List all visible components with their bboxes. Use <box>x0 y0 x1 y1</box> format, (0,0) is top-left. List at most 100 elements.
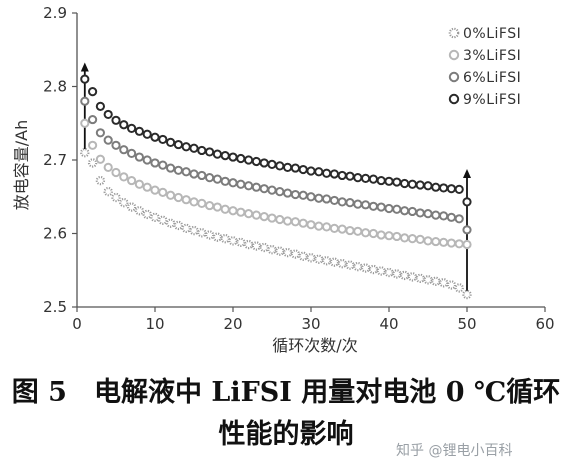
data-point <box>462 289 472 300</box>
data-point <box>376 230 386 240</box>
data-point <box>205 173 215 183</box>
data-point <box>158 160 168 170</box>
data-point <box>376 202 386 212</box>
y-tick-label: 2.6 <box>43 225 67 243</box>
data-point <box>298 218 308 228</box>
data-point <box>189 169 199 179</box>
data-point <box>150 185 160 195</box>
data-point <box>290 249 301 259</box>
data-point <box>353 199 363 209</box>
data-point <box>166 190 176 200</box>
x-tick-label: 30 <box>301 315 320 333</box>
data-point <box>251 210 261 220</box>
data-point <box>454 214 464 224</box>
data-point <box>119 172 129 182</box>
figure-caption: 图 5 电解液中 LiFSI 用量对电池 0 ℃循环 性能的影响 <box>0 372 572 456</box>
data-point <box>95 101 106 111</box>
data-point <box>212 232 223 242</box>
data-point <box>236 153 246 164</box>
data-point <box>275 187 285 197</box>
data-point <box>181 195 191 205</box>
data-point <box>283 188 293 198</box>
data-point <box>103 162 113 172</box>
data-point <box>150 158 160 168</box>
data-point <box>212 202 222 212</box>
data-point <box>384 203 394 214</box>
x-tick-label: 40 <box>379 315 398 333</box>
series-0%LiFSI <box>80 147 472 300</box>
arrow-cycle50-head <box>463 169 471 179</box>
data-point <box>337 258 347 269</box>
data-point <box>220 176 230 186</box>
data-point <box>376 175 386 186</box>
data-point <box>415 234 425 244</box>
data-point <box>368 201 378 211</box>
data-point <box>111 192 121 203</box>
data-point <box>134 206 145 216</box>
series-9%LiFSI <box>80 74 472 207</box>
data-point <box>407 234 417 244</box>
data-point <box>134 152 144 162</box>
data-point <box>80 147 90 158</box>
data-point <box>103 186 113 197</box>
data-point <box>228 236 238 246</box>
data-point <box>181 167 191 177</box>
data-point <box>423 181 433 191</box>
data-point <box>275 246 285 256</box>
data-point <box>353 226 363 236</box>
data-point <box>454 184 464 194</box>
data-point <box>337 224 347 234</box>
data-point <box>103 109 113 120</box>
y-tick-label: 2.9 <box>43 4 67 22</box>
data-point <box>95 175 106 186</box>
data-point <box>314 221 324 231</box>
data-point <box>88 114 98 125</box>
data-point <box>80 74 90 84</box>
data-point <box>259 211 269 222</box>
data-point <box>306 220 316 230</box>
data-point <box>111 167 121 178</box>
data-point <box>298 190 308 200</box>
data-point <box>415 208 425 218</box>
data-point <box>353 261 363 272</box>
data-point <box>306 192 316 202</box>
data-point <box>197 228 207 238</box>
data-point <box>439 183 449 193</box>
data-point <box>173 220 184 231</box>
data-point <box>329 195 339 206</box>
data-point <box>220 204 230 214</box>
data-point <box>267 159 277 170</box>
data-point <box>283 162 293 172</box>
data-point <box>431 210 441 220</box>
data-point <box>80 96 90 106</box>
data-point <box>384 267 394 278</box>
data-point <box>111 115 121 125</box>
data-point <box>438 278 449 288</box>
data-point <box>345 260 355 270</box>
data-point <box>267 213 277 223</box>
legend-label: 6%LiFSI <box>463 70 521 86</box>
data-point <box>88 87 98 97</box>
data-point <box>80 118 90 128</box>
data-point <box>306 166 316 176</box>
data-point <box>126 202 137 212</box>
data-point <box>119 120 129 130</box>
legend-marker <box>448 93 460 105</box>
data-point <box>392 269 402 279</box>
data-point <box>189 197 199 207</box>
data-point <box>361 228 371 238</box>
data-point <box>345 198 355 208</box>
x-axis-label: 循环次数/次 <box>272 336 357 355</box>
data-point <box>283 216 293 226</box>
data-point <box>337 197 347 207</box>
data-point <box>337 170 347 181</box>
data-point <box>423 275 433 285</box>
data-point <box>431 236 441 247</box>
data-point <box>228 152 238 162</box>
data-point <box>321 255 332 266</box>
data-point <box>446 280 457 290</box>
data-point <box>158 134 168 145</box>
data-point <box>329 257 340 267</box>
data-point <box>205 147 215 157</box>
data-point <box>251 182 261 192</box>
